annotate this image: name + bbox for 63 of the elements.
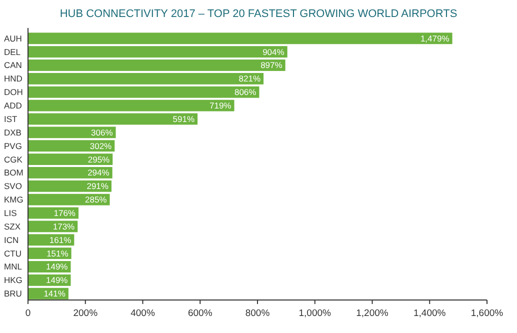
x-tick-label: 1,400% [414, 308, 446, 319]
data-label: 149% [46, 262, 68, 272]
x-tick-label: 200% [73, 308, 98, 319]
bar [28, 72, 264, 84]
y-tick-label: LIS [4, 208, 18, 218]
y-tick-label: AUH [4, 33, 22, 44]
x-tick-label: 1,200% [356, 308, 389, 319]
data-label: 149% [46, 275, 68, 286]
data-label: 173% [52, 221, 76, 232]
data-label: 821% [238, 74, 261, 84]
data-label: 294% [88, 168, 110, 178]
bar [28, 100, 234, 112]
y-tick-label: HND [4, 74, 22, 84]
x-tick-label: 0 [25, 308, 31, 319]
bar [28, 46, 288, 58]
data-label: 719% [210, 100, 232, 111]
data-label: 897% [260, 60, 283, 70]
data-label: 295% [88, 154, 110, 164]
bar [28, 86, 260, 98]
bar [28, 194, 110, 206]
y-tick-label: SZX [4, 221, 21, 232]
data-label: 806% [234, 87, 257, 98]
y-tick-label: BOM [4, 168, 24, 178]
y-tick-label: PVG [4, 140, 22, 151]
data-label: 285% [85, 194, 108, 205]
data-label: 151% [46, 248, 69, 258]
bar [28, 113, 198, 125]
data-label: 591% [172, 114, 195, 124]
x-tick-label: 400% [130, 308, 156, 319]
data-label: 161% [49, 234, 72, 245]
y-tick-label: ADD [4, 100, 22, 111]
y-tick-label: DOH [4, 87, 23, 98]
y-tick-label: DEL [4, 46, 21, 57]
y-tick-label: SVO [4, 181, 22, 192]
x-tick-label: 1,000% [298, 308, 332, 319]
y-tick-label: MNL [4, 262, 22, 272]
y-tick-label: CAN [4, 60, 22, 70]
y-tick-label: CGK [4, 154, 23, 164]
bar [28, 167, 112, 178]
bar [28, 60, 286, 71]
y-tick-label: HKG [4, 275, 22, 286]
bar [28, 154, 113, 165]
bar [28, 180, 112, 192]
data-label: 291% [86, 181, 109, 192]
bar [28, 32, 452, 44]
data-label: 306% [91, 127, 114, 138]
bar [28, 126, 116, 138]
y-tick-label: ICN [4, 234, 19, 245]
x-tick-label: 600% [188, 308, 213, 319]
data-label: 1,479% [420, 33, 450, 44]
data-label: 302% [90, 140, 112, 151]
x-tick-label: 1,600% [470, 308, 504, 319]
x-tick-label: 800% [245, 308, 270, 319]
data-label: 141% [44, 288, 66, 299]
bar [28, 140, 115, 152]
y-tick-label: IST [4, 114, 18, 124]
y-tick-label: KMG [4, 194, 24, 205]
data-label: 904% [262, 46, 285, 57]
y-tick-label: DXB [4, 127, 22, 138]
y-tick-label: CTU [4, 248, 22, 258]
data-label: 176% [54, 208, 76, 218]
y-tick-label: BRU [4, 288, 22, 299]
chart-title: HUB CONNECTIVITY 2017 – TOP 20 FASTEST GROWING WORLD AIRPORTS [60, 8, 458, 20]
